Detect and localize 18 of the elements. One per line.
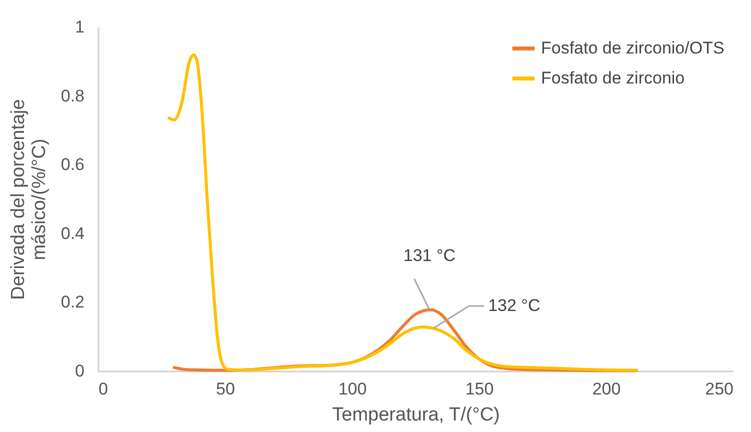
y-tick-label: 0.8: [60, 86, 84, 106]
x-tick-label: 150: [465, 380, 494, 398]
x-tick-label: 200: [592, 380, 621, 398]
y-tick-label: 0: [75, 362, 84, 380]
x-tick-label: 100: [338, 380, 367, 398]
annotation: 131 °C: [403, 246, 456, 266]
legend-label: Fosfato de zirconio: [541, 68, 685, 88]
x-tick-label: 0: [98, 380, 108, 398]
annotation: 132 °C: [488, 296, 540, 315]
y-axis-title: Derivada del porcentaje másico/(%/°C): [8, 99, 50, 300]
y-tick-label: 0.6: [60, 155, 84, 174]
y-tick-label: 0.2: [60, 292, 84, 312]
y-tick-label: 0.4: [60, 224, 84, 243]
legend-label: Fosfato de zirconio/OTS: [541, 38, 724, 58]
x-axis-title: Temperatura, T/(°C): [332, 404, 500, 426]
x-tick-label: 50: [216, 380, 235, 398]
x-tick-label: 250: [705, 380, 734, 398]
y-tick-label: 1: [75, 18, 84, 36]
